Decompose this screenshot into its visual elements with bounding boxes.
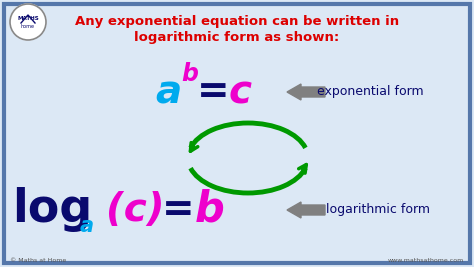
- Text: logarithmic form as shown:: logarithmic form as shown:: [134, 32, 340, 45]
- Text: a: a: [155, 73, 181, 111]
- FancyArrow shape: [287, 84, 325, 100]
- Text: logarithmic form: logarithmic form: [326, 203, 430, 217]
- Text: (c): (c): [106, 191, 164, 229]
- Text: =: =: [162, 191, 194, 229]
- FancyBboxPatch shape: [4, 4, 470, 263]
- Text: MATHS: MATHS: [17, 15, 39, 21]
- Text: b: b: [195, 189, 225, 231]
- Text: exponential form: exponential form: [317, 85, 423, 99]
- Circle shape: [10, 4, 46, 40]
- Text: log: log: [12, 187, 92, 233]
- FancyArrow shape: [287, 202, 325, 218]
- Text: © Maths at Home: © Maths at Home: [10, 257, 66, 262]
- Text: home: home: [21, 23, 35, 29]
- Text: b: b: [182, 62, 199, 86]
- Text: a: a: [80, 216, 94, 236]
- Text: c: c: [228, 73, 252, 111]
- Text: =: =: [197, 73, 229, 111]
- Text: www.mathsathome.com: www.mathsathome.com: [388, 257, 464, 262]
- Text: Any exponential equation can be written in: Any exponential equation can be written …: [75, 15, 399, 29]
